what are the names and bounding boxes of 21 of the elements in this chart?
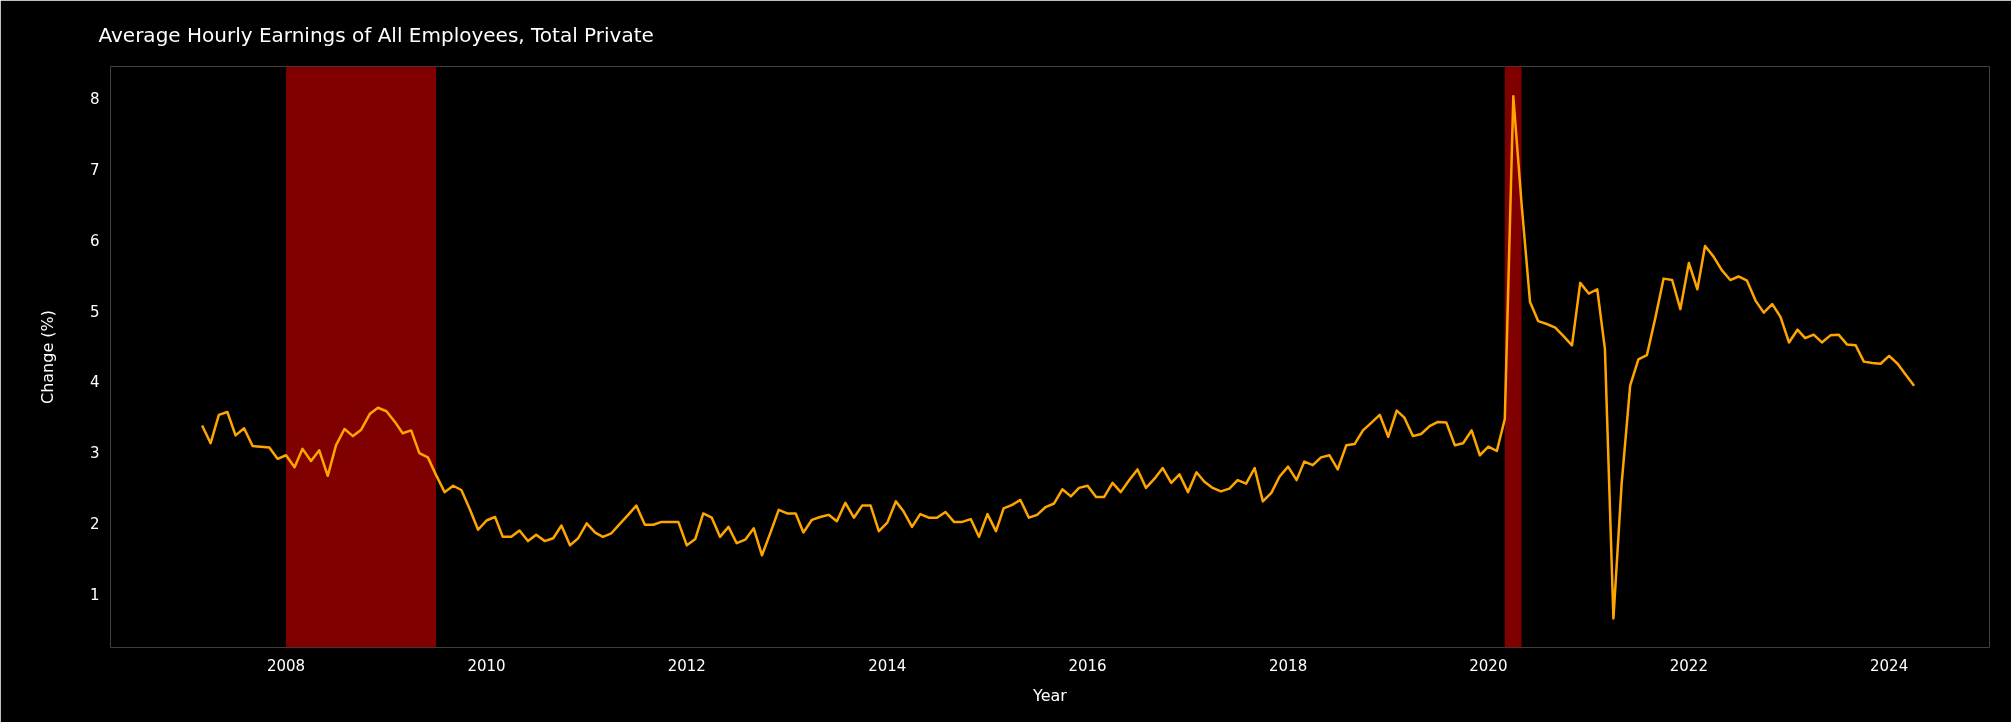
y-tick-label: 3 xyxy=(89,444,100,463)
y-tick-label: 2 xyxy=(89,515,100,534)
x-tick-label: 2010 xyxy=(467,656,506,675)
y-tick-label: 6 xyxy=(89,231,100,250)
y-tick-label: 4 xyxy=(89,373,100,392)
x-tick-label: 2008 xyxy=(266,656,306,675)
y-tick-label: 1 xyxy=(89,586,100,605)
line-series xyxy=(200,95,1916,620)
x-tick-label: 2024 xyxy=(1870,656,1909,675)
x-tick-label: 2014 xyxy=(868,656,907,675)
x-tick-label: 2012 xyxy=(667,656,706,675)
x-tick-label: 2022 xyxy=(1669,656,1708,675)
chart-title: Average Hourly Earnings of All Employees, Total Private xyxy=(98,22,654,47)
x-tick-label: 2016 xyxy=(1068,656,1107,675)
y-tick-label: 8 xyxy=(89,89,100,108)
x-tick-label: 2018 xyxy=(1269,656,1308,675)
y-tick-label: 7 xyxy=(89,160,100,179)
y-tick-label: 5 xyxy=(89,302,100,321)
x-axis-title: Year xyxy=(1032,685,1068,705)
x-tick-label: 2020 xyxy=(1469,656,1508,675)
y-axis-title: Change (%) xyxy=(37,309,57,405)
